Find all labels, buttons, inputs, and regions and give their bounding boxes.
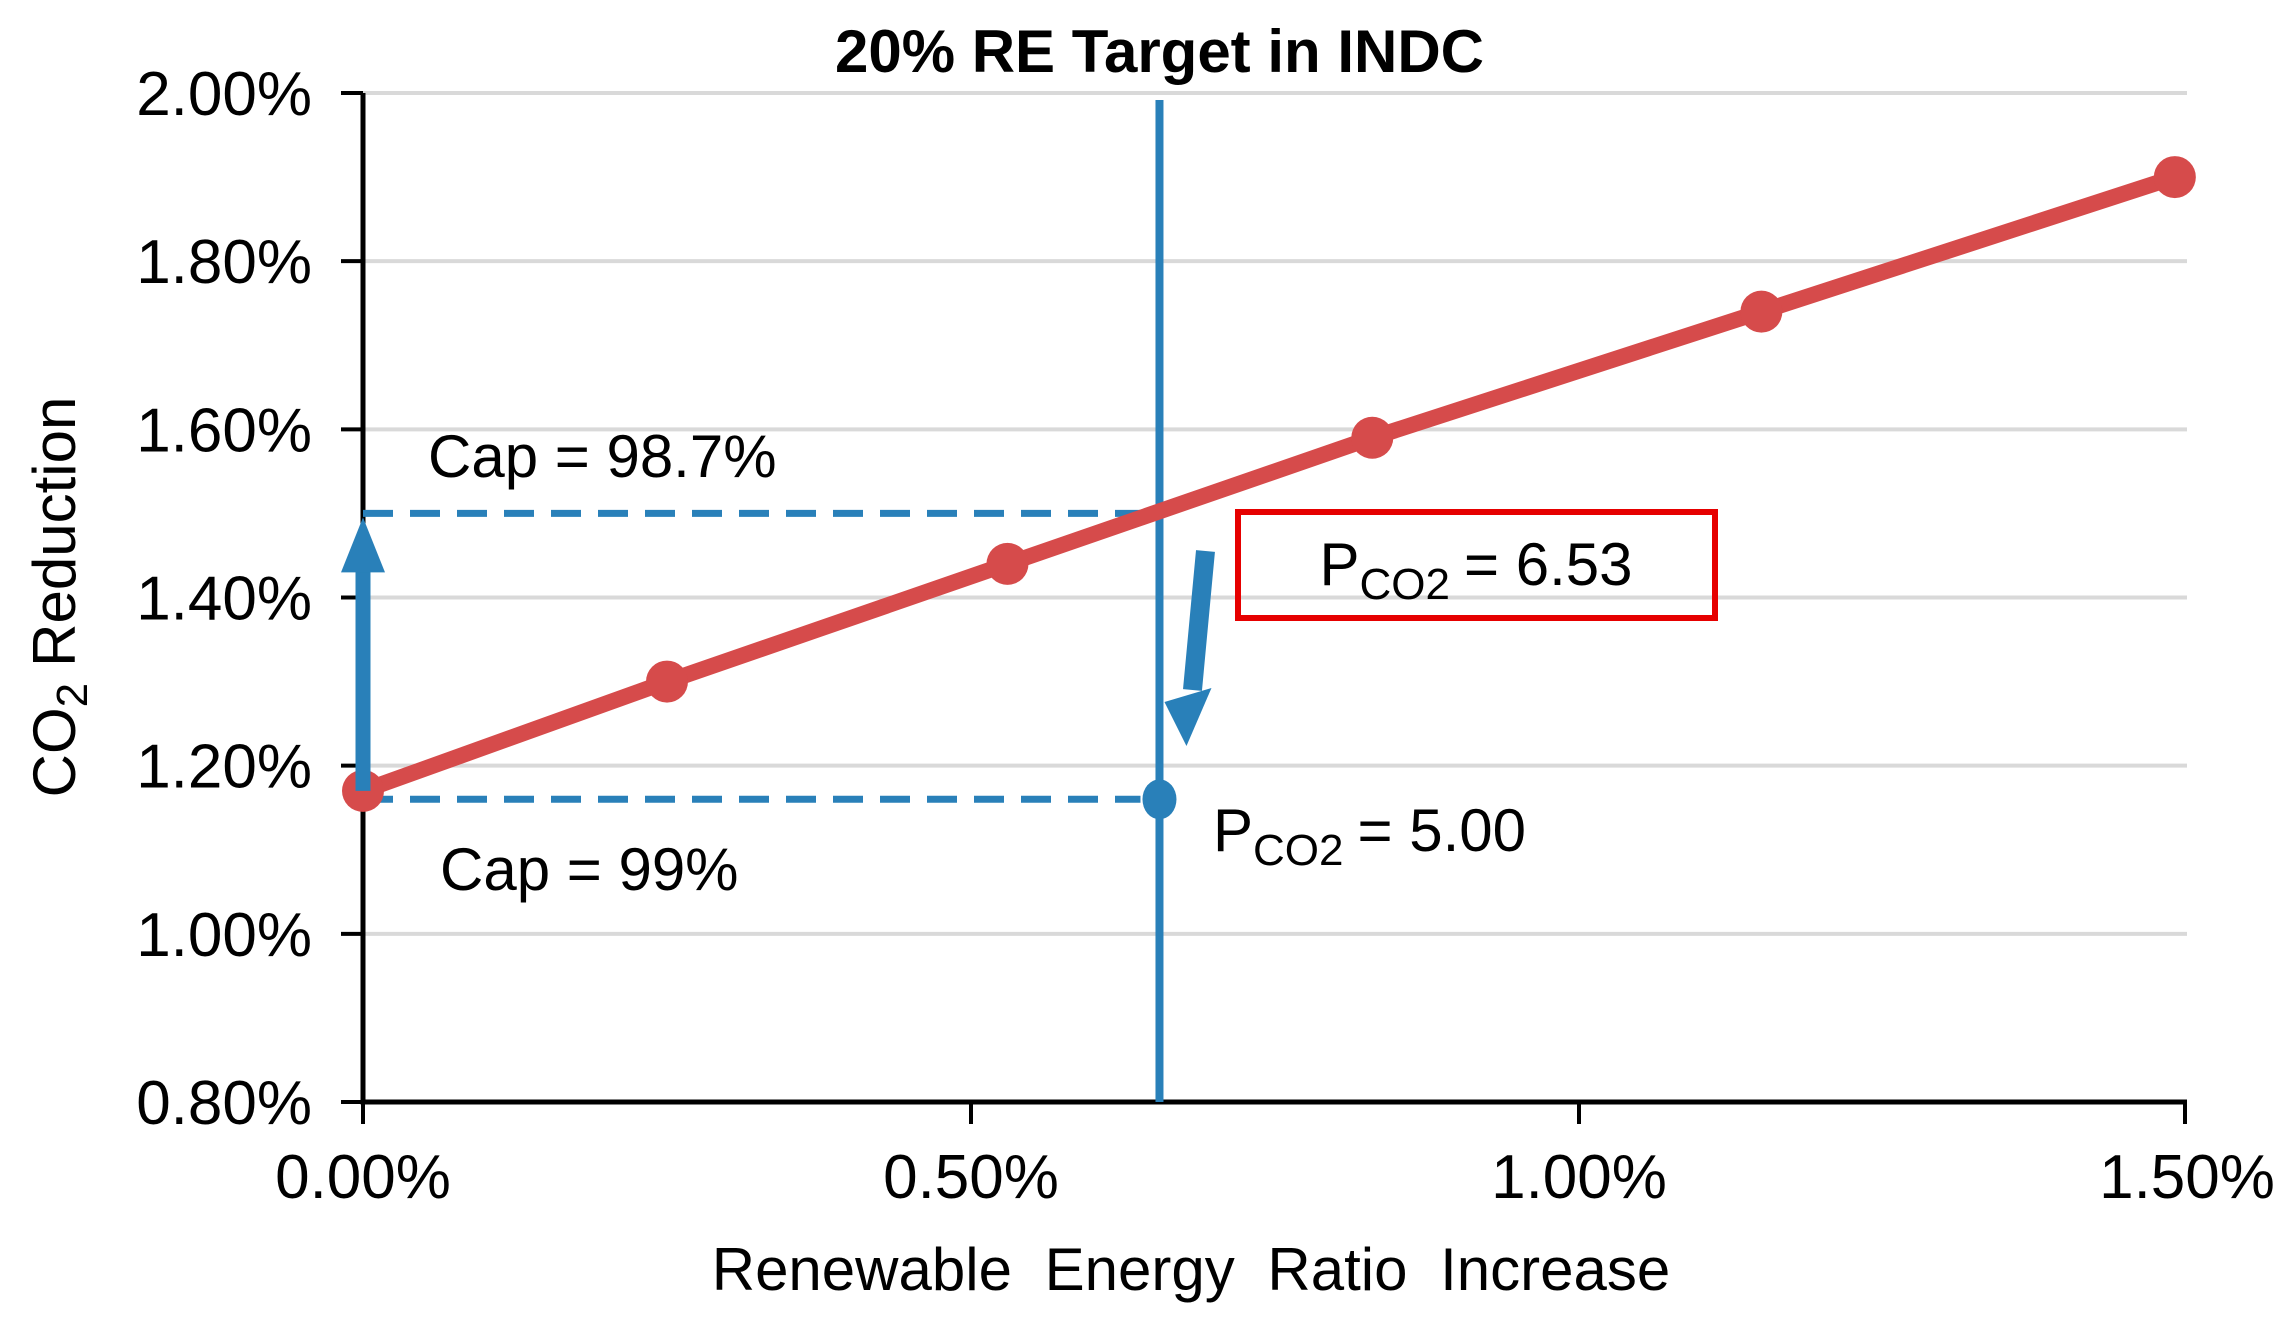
cap-low-label: Cap = 99% [440, 836, 739, 903]
series-line [355, 169, 2183, 799]
pco2-high-p: P [1319, 531, 1359, 598]
pco2-low-label: PCO2 = 5.00 [1213, 797, 1526, 875]
pco2-high-subscript: CO2 [1360, 560, 1450, 609]
pco2-high-value: = 6.53 [1464, 531, 1633, 598]
data-point [1740, 290, 1783, 333]
reference-point-dot [1142, 779, 1177, 820]
x-axis-tick-labels: 0.00% 0.50% 1.00% 1.50% [275, 1143, 2275, 1212]
y-tick-label: 1.00% [136, 901, 312, 970]
chart-title: 20% RE Target in INDC [835, 18, 1484, 85]
data-point [986, 542, 1029, 585]
pco2-high-box [1235, 509, 1718, 621]
x-axis-tick-marks [361, 1102, 2187, 1124]
data-point [2153, 156, 2196, 199]
y-axis-title: CO2 Reduction [21, 397, 97, 798]
down-arrow-head-icon [1164, 688, 1212, 746]
up-arrow-head-icon [341, 517, 385, 573]
data-point [1351, 416, 1394, 459]
up-arrow [341, 517, 385, 791]
pco2-high-label: PCO2 = 6.53 [1319, 531, 1632, 609]
x-axis-title: Renewable Energy Ratio Increase [712, 1236, 1671, 1303]
gridlines [363, 91, 2187, 936]
y-tick-label: 1.80% [136, 228, 312, 297]
y-axis-title-co: CO [21, 707, 88, 797]
down-arrow-shaft [1183, 550, 1215, 691]
series-co2-reduction [342, 156, 2196, 812]
pco2-low-value: = 5.00 [1358, 797, 1527, 864]
down-arrow [1164, 550, 1215, 746]
x-tick-label: 1.00% [1491, 1143, 1667, 1212]
pco2-low-subscript: CO2 [1253, 826, 1343, 875]
data-point [646, 660, 688, 703]
y-tick-label: 2.00% [136, 60, 312, 129]
x-tick-label: 0.50% [883, 1143, 1059, 1212]
y-axis-title-rest: Reduction [21, 397, 88, 667]
x-tick-label: 0.00% [275, 1143, 451, 1212]
y-tick-label: 1.40% [136, 565, 312, 634]
y-tick-label: 0.80% [136, 1069, 312, 1138]
x-tick-label: 1.50% [2099, 1143, 2275, 1212]
y-axis-tick-labels: 2.00% 1.80% 1.60% 1.40% 1.20% 1.00% 0.80% [136, 60, 312, 1138]
y-axis-title-subscript: 2 [48, 683, 97, 707]
y-tick-label: 1.60% [136, 396, 312, 465]
pco2-low-p: P [1213, 797, 1253, 864]
cap-high-label: Cap = 98.7% [428, 423, 777, 490]
y-tick-label: 1.20% [136, 733, 312, 802]
